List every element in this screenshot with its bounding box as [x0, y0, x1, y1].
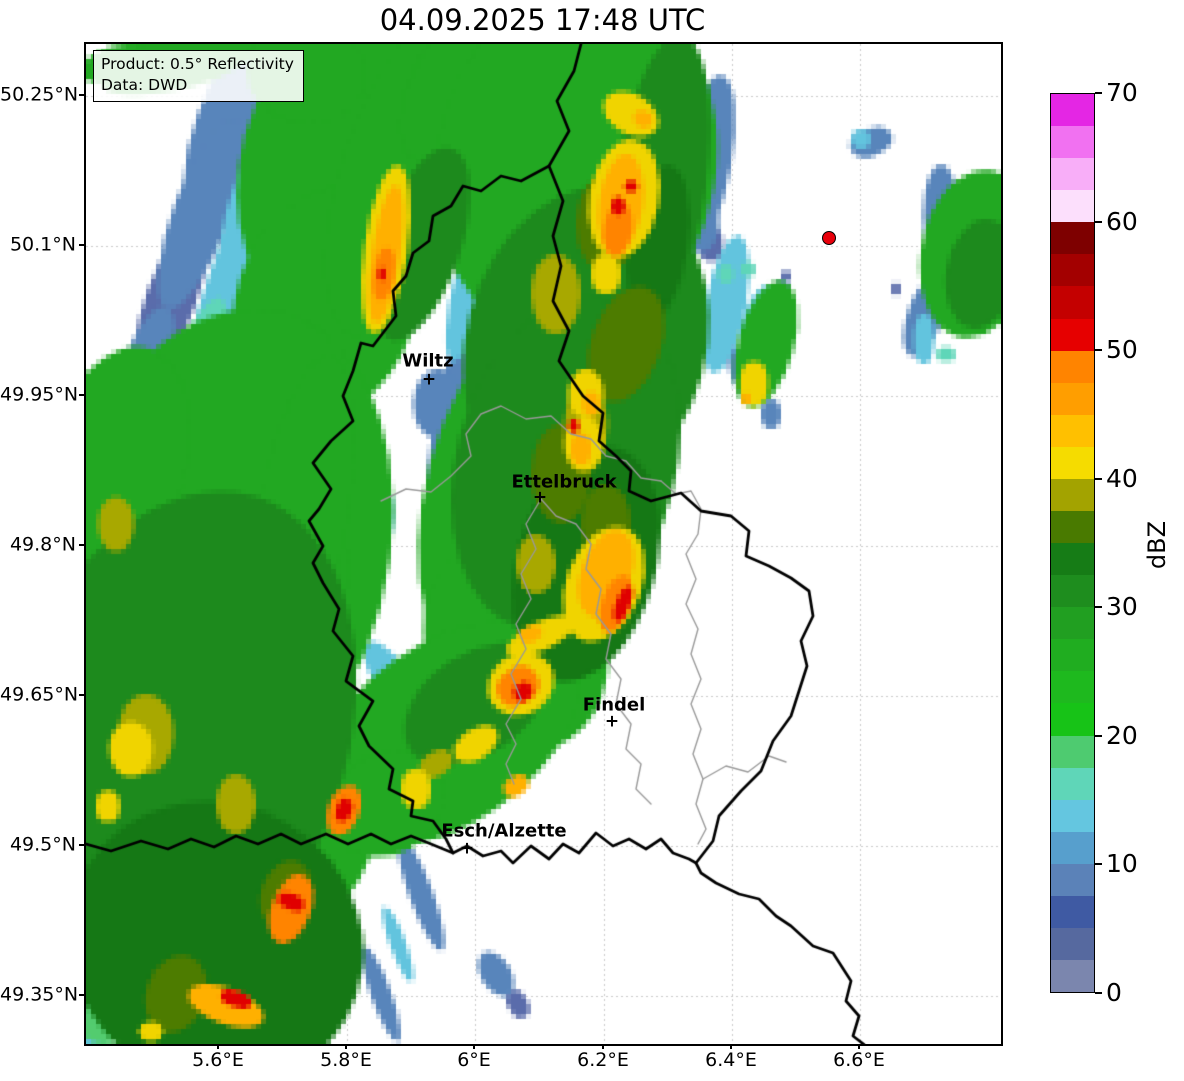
- lon-tick-mark: [217, 1044, 219, 1049]
- colorbar-segment: [1051, 286, 1094, 319]
- radar-site-marker: [822, 231, 836, 245]
- colorbar-segment: [1051, 639, 1094, 672]
- lat-tick-label: 49.95°N: [0, 383, 79, 406]
- lat-tick-label: 49.35°N: [0, 983, 79, 1006]
- colorbar-segment: [1051, 831, 1094, 864]
- lon-tick-label: 6.6°E: [833, 1049, 885, 1071]
- city-label-wiltz: Wiltz: [402, 350, 454, 372]
- city-label-ettelbruck: Ettelbruck: [511, 471, 617, 493]
- lat-tick-mark: [79, 544, 84, 546]
- lon-tick-label: 6°E: [457, 1049, 491, 1071]
- colorbar-tick-mark: [1095, 734, 1102, 737]
- colorbar-segment: [1051, 222, 1094, 255]
- colorbar-segment: [1051, 895, 1094, 929]
- colorbar-segment: [1051, 735, 1094, 768]
- colorbar-segment: [1051, 126, 1094, 159]
- colorbar-tick-label: 50: [1106, 335, 1138, 365]
- radar-map: Product: 0.5° Reflectivity Data: DWD Wil…: [84, 42, 1003, 1046]
- colorbar-gradient: [1050, 93, 1095, 993]
- lat-tick-mark: [79, 94, 84, 96]
- lon-tick-mark: [730, 1044, 732, 1049]
- colorbar-segment: [1051, 928, 1094, 961]
- colorbar-tick-mark: [1095, 992, 1102, 994]
- lat-tick-mark: [79, 244, 84, 246]
- colorbar-tick-mark: [1095, 606, 1102, 609]
- city-marker-cross: +: [459, 838, 475, 859]
- lon-tick-label: 6.4°E: [705, 1049, 757, 1071]
- lat-tick-mark: [79, 994, 84, 996]
- colorbar-axis-label: dBZ: [1143, 520, 1171, 570]
- colorbar-segment: [1051, 607, 1094, 640]
- colorbar-segment: [1051, 767, 1094, 800]
- colorbar-segment: [1051, 318, 1094, 351]
- colorbar-tick-label: 10: [1106, 849, 1138, 879]
- colorbar-tick-label: 40: [1106, 463, 1138, 493]
- colorbar-tick-mark: [1095, 863, 1102, 866]
- colorbar-segment: [1051, 703, 1094, 736]
- colorbar-segment: [1051, 350, 1094, 383]
- lat-tick-label: 50.1°N: [9, 233, 76, 256]
- lon-tick-label: 5.6°E: [192, 1049, 244, 1071]
- city-marker-cross: +: [421, 369, 437, 390]
- city-marker-cross: +: [532, 487, 548, 508]
- colorbar-tick-mark: [1095, 349, 1102, 352]
- colorbar-segment: [1051, 158, 1094, 191]
- radar-reflectivity-image: [86, 44, 1001, 1044]
- product-line: Product: 0.5° Reflectivity: [101, 55, 294, 73]
- colorbar-segment: [1051, 575, 1094, 608]
- lon-tick-mark: [858, 1044, 860, 1049]
- colorbar-tick-mark: [1095, 220, 1102, 223]
- colorbar-tick-label: 30: [1106, 592, 1138, 622]
- city-label-findel: Findel: [582, 694, 646, 716]
- lon-tick-mark: [473, 1044, 475, 1049]
- colorbar-segment: [1051, 190, 1094, 223]
- figure-title: 04.09.2025 17:48 UTC: [379, 3, 706, 37]
- colorbar-tick-label: 70: [1106, 77, 1138, 107]
- colorbar-segment: [1051, 254, 1094, 287]
- lat-tick-mark: [79, 394, 84, 396]
- colorbar-segment: [1051, 863, 1094, 896]
- colorbar-tick-mark: [1095, 477, 1102, 480]
- colorbar-tick-label: 60: [1106, 206, 1138, 236]
- lon-tick-label: 6.2°E: [577, 1049, 629, 1071]
- lat-tick-mark: [79, 694, 84, 696]
- lon-tick-mark: [602, 1044, 604, 1049]
- colorbar-segment: [1051, 446, 1094, 479]
- colorbar-tick-label: 0: [1106, 977, 1122, 1007]
- colorbar-segment: [1051, 960, 1094, 993]
- city-marker-cross: +: [604, 711, 620, 732]
- colorbar-tick-mark: [1095, 92, 1102, 94]
- colorbar-segment: [1051, 478, 1094, 512]
- colorbar-segment: [1051, 511, 1094, 544]
- lat-tick-label: 49.8°N: [9, 533, 76, 556]
- product-info-box: Product: 0.5° Reflectivity Data: DWD: [93, 50, 304, 102]
- lat-tick-label: 49.65°N: [0, 683, 79, 706]
- colorbar-segment: [1051, 382, 1094, 415]
- lat-tick-label: 49.5°N: [9, 833, 76, 856]
- lat-tick-mark: [79, 844, 84, 846]
- lon-tick-mark: [345, 1044, 347, 1049]
- colorbar-segment: [1051, 543, 1094, 576]
- colorbar-segment: [1051, 414, 1094, 447]
- colorbar-segment: [1051, 671, 1094, 704]
- colorbar-segment: [1051, 94, 1094, 127]
- lon-tick-label: 5.8°E: [320, 1049, 372, 1071]
- colorbar-segment: [1051, 799, 1094, 832]
- data-source-line: Data: DWD: [101, 75, 188, 94]
- colorbar-tick-label: 20: [1106, 720, 1138, 750]
- city-label-esch-alzette: Esch/Alzette: [441, 820, 567, 842]
- lat-tick-label: 50.25°N: [0, 83, 79, 106]
